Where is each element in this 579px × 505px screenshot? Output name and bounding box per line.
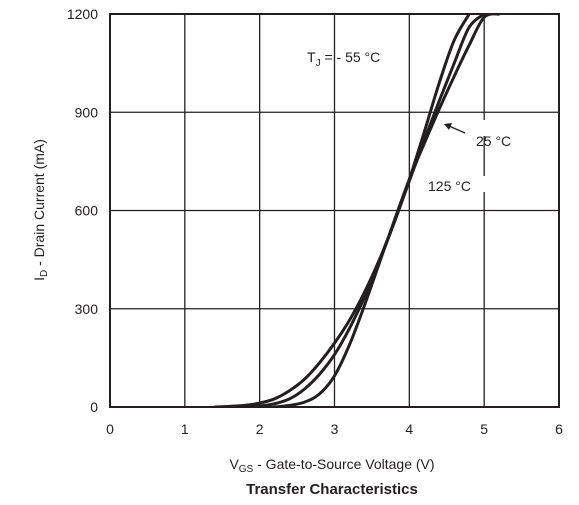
annotation-tj-label: TJ = - 55 °C bbox=[307, 49, 380, 69]
annotation-25-pointer bbox=[448, 125, 466, 134]
x-tick-label: 6 bbox=[555, 421, 563, 437]
ticks-layer: 0 1 2 3 4 5 6 0 300 600 900 1200 bbox=[67, 6, 563, 437]
series-125c-line bbox=[273, 14, 501, 407]
x-axis-label: VGS - Gate-to-Source Voltage (V) bbox=[229, 456, 434, 475]
y-tick-label: 300 bbox=[75, 301, 99, 317]
series-minus55c-line bbox=[213, 14, 471, 407]
x-tick-label: 5 bbox=[480, 421, 488, 437]
chart-title: Transfer Characteristics bbox=[246, 481, 418, 498]
plot-frame bbox=[109, 13, 560, 408]
annotation-25-arrowhead bbox=[444, 123, 452, 130]
y-axis-label: ID - Drain Current (mA) bbox=[31, 139, 50, 281]
annotation-125-label: 125 °C bbox=[428, 178, 471, 194]
y-tick-label: 0 bbox=[90, 399, 98, 415]
grid-layer bbox=[109, 13, 560, 408]
y-tick-label: 900 bbox=[75, 104, 99, 120]
x-tick-label: 3 bbox=[331, 421, 339, 437]
series-layer bbox=[213, 14, 501, 407]
y-tick-label: 600 bbox=[75, 203, 99, 219]
x-tick-label: 2 bbox=[256, 421, 264, 437]
annotation-25-label: 25 °C bbox=[476, 133, 511, 149]
x-tick-label: 4 bbox=[405, 421, 413, 437]
annotation-bg-125 bbox=[420, 176, 495, 192]
series-25c-line bbox=[243, 14, 486, 407]
annotation-bg-25 bbox=[437, 120, 527, 136]
x-tick-label: 1 bbox=[181, 421, 189, 437]
y-tick-label: 1200 bbox=[67, 6, 98, 22]
x-tick-label: 0 bbox=[106, 421, 114, 437]
